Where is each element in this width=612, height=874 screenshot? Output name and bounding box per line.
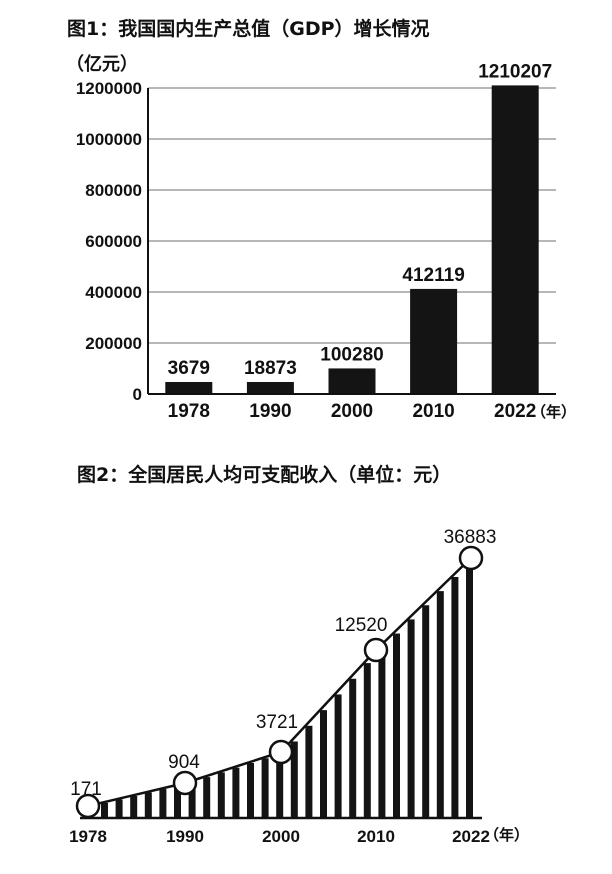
gdp-bar-chart: 020000040000060000080000010000001200000 … <box>76 61 576 422</box>
chart2-x-tick-label: 2022 <box>452 827 490 846</box>
chart2-marker-2010 <box>363 637 389 663</box>
chart2-stripe <box>232 767 240 818</box>
chart1-x-tick-label: 2000 <box>331 401 373 422</box>
chart1-value-label: 3679 <box>168 358 210 379</box>
chart1-y-tick-label: 200000 <box>85 334 142 353</box>
chart2-stripe <box>290 741 298 818</box>
chart2-markers <box>75 545 484 819</box>
chart2-x-unit: （年） <box>484 826 529 844</box>
chart2-stripe <box>436 591 444 818</box>
chart1-value-label: 412119 <box>402 265 464 286</box>
chart1-value-label: 18873 <box>244 358 297 379</box>
chart2-stripe <box>378 647 386 818</box>
chart2-stripe <box>363 663 371 818</box>
chart2-stripe <box>320 710 327 818</box>
chart2-stripe <box>334 694 342 818</box>
chart1-bar-1990 <box>246 382 294 394</box>
chart2-stripe <box>422 605 430 818</box>
chart1-y-tick-label: 400000 <box>85 283 142 302</box>
chart2-stripe <box>217 772 225 818</box>
chart2-value-label: 3721 <box>256 712 298 733</box>
chart1-bar-2010 <box>410 288 458 394</box>
chart1-y-tick-label: 1000000 <box>76 130 142 149</box>
chart2-stripes <box>101 562 473 818</box>
chart2-value-labels: 171 904 3721 12520 36883 <box>70 527 496 800</box>
chart2-stripe <box>188 781 196 818</box>
chart2-marker-1990 <box>172 770 198 796</box>
chart1-x-tick-label: 1978 <box>168 401 210 422</box>
chart1-x-tick-label: 1990 <box>249 401 291 422</box>
chart2-x-tick-label: 2000 <box>262 827 300 846</box>
chart1-bar-2000 <box>328 368 376 394</box>
chart2-stripe <box>305 725 313 818</box>
chart1-value-label: 100280 <box>320 344 383 365</box>
chart1-y-unit: （亿元） <box>66 54 138 75</box>
chart2-series-line <box>87 557 472 808</box>
chart2-stripe <box>144 792 152 818</box>
chart2-stripe <box>130 795 138 818</box>
chart2-stripe <box>451 576 459 818</box>
chart1-y-tick-label: 0 <box>133 385 142 404</box>
chart2-value-label: 904 <box>168 752 200 773</box>
chart2-title: 图2：全国居民人均可支配收入（单位：元） <box>77 464 452 486</box>
chart1-x-ticks: 1978 1990 2000 2010 2022 <box>168 401 537 422</box>
chart2-stripe <box>101 802 108 818</box>
chart1-y-tick-label: 1200000 <box>76 79 142 98</box>
chart2-stripe <box>159 789 167 818</box>
chart2-x-tick-label: 2010 <box>357 827 395 846</box>
chart2-value-label: 12520 <box>335 615 388 636</box>
chart1-y-tick-label: 600000 <box>85 232 142 251</box>
chart2-stripe <box>203 777 211 818</box>
chart1-bars <box>165 85 539 394</box>
chart1-value-labels: 3679 18873 100280 412119 1210207 <box>168 61 553 379</box>
chart2-marker-2000 <box>268 739 294 765</box>
chart1-title: 图1：我国国内生产总值（GDP）增长情况 <box>67 18 430 40</box>
chart2-marker-1978 <box>75 793 101 819</box>
chart2-x-ticks: 1978 1990 2000 2010 2022 <box>69 827 490 846</box>
chart2-stripe <box>276 753 284 818</box>
chart1-bar-1978 <box>165 382 213 394</box>
chart2-value-label: 171 <box>70 779 102 800</box>
chart2-x-tick-label: 1978 <box>69 827 107 846</box>
chart2-stripe <box>407 619 415 818</box>
chart1-x-tick-label: 2010 <box>412 401 454 422</box>
chart1-x-unit: （年） <box>531 403 576 421</box>
chart2-stripe <box>466 562 473 818</box>
chart1-y-tick-label: 800000 <box>85 181 142 200</box>
chart2-stripe <box>393 633 400 818</box>
chart2-stripe <box>115 799 123 818</box>
chart2-stripe <box>349 678 357 818</box>
chart2-marker-2022 <box>458 545 484 571</box>
chart2-stripe <box>261 758 269 818</box>
chart1-y-ticks: 0 200000 400000 600000 800000 1000000 1200000 <box>76 79 142 404</box>
chart1-bar-2022 <box>491 85 539 394</box>
chart2-value-label: 36883 <box>444 527 497 548</box>
chart2-stripe <box>174 785 181 818</box>
chart2-x-tick-label: 1990 <box>166 827 204 846</box>
chart1-x-tick-label: 2022 <box>494 401 536 422</box>
chart2-stripe <box>247 762 254 818</box>
chart1-value-label: 1210207 <box>478 61 552 82</box>
chart1-gridlines <box>148 87 556 344</box>
